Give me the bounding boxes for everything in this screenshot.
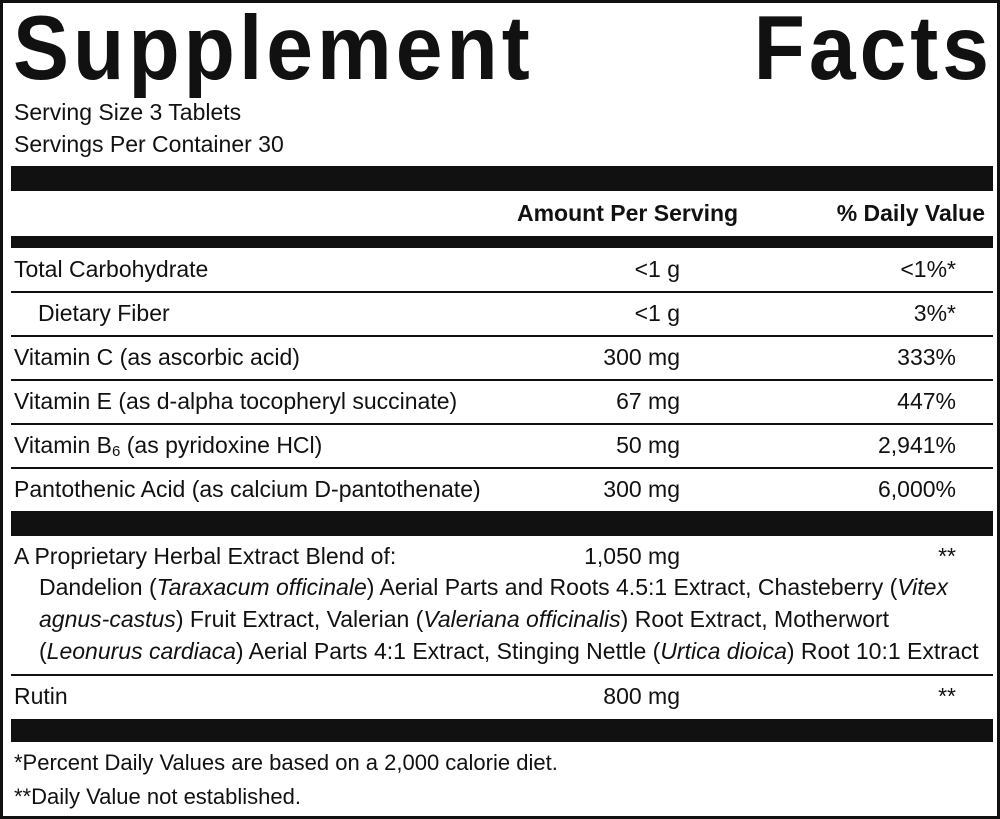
nutrient-name: Vitamin B6 (as pyridoxine HCl) [14, 425, 322, 465]
botanical-latin-name: Leonurus cardiaca [46, 638, 236, 664]
row-divider [11, 379, 993, 381]
nutrient-name: Dietary Fiber [38, 300, 170, 326]
nutrient-row: Total Carbohydrate <1 g <1%* [14, 249, 992, 289]
thick-divider [11, 166, 993, 191]
botanical-latin-name: Urtica dioica [660, 638, 787, 664]
nutrient-name: Total Carbohydrate [14, 256, 209, 282]
nutrient-amount: 800 mg [603, 683, 680, 709]
nutrient-amount: 67 mg [616, 388, 680, 414]
nutrient-daily-value: 333% [897, 344, 956, 370]
nutrient-daily-value: <1%* [900, 256, 956, 282]
blend-amount: 1,050 mg [584, 543, 680, 569]
nutrient-name: Vitamin C (as ascorbic acid) [14, 344, 300, 370]
ingredient-text: ) Root Extract, Motherwort ( [39, 606, 890, 664]
ingredient-text: Dandelion ( [39, 574, 157, 600]
serving-size: Serving Size 3 Tablets [14, 99, 242, 125]
nutrient-name-prefix: Vitamin B [14, 432, 113, 458]
ingredient-text: ) Aerial Parts and Roots 4.5:1 Extract, … [366, 574, 898, 600]
nutrient-amount: 50 mg [616, 432, 680, 458]
ingredient-text: ) Root 10:1 Extract [786, 638, 979, 664]
nutrient-amount: <1 g [634, 300, 680, 326]
nutrient-amount: 300 mg [603, 344, 680, 370]
blend-name: A Proprietary Herbal Extract Blend of: [14, 543, 397, 569]
nutrient-row: Pantothenic Acid (as calcium D-pantothen… [14, 469, 992, 509]
nutrient-daily-value: 447% [897, 388, 956, 414]
botanical-latin-name: Taraxacum officinale [156, 574, 367, 600]
footnote-daily-values: *Percent Daily Values are based on a 2,0… [14, 750, 558, 775]
medium-divider [11, 236, 993, 248]
nutrient-row: Dietary Fiber <1 g 3%* [14, 293, 992, 333]
nutrient-row: Vitamin C (as ascorbic acid) 300 mg 333% [14, 337, 992, 377]
nutrient-name-suffix: (as pyridoxine HCl) [120, 432, 323, 458]
botanical-latin-name: Valeriana officinalis [423, 606, 621, 632]
nutrient-daily-value: 3%* [913, 300, 956, 326]
nutrient-row: Rutin 800 mg ** [14, 676, 992, 716]
thick-divider [11, 511, 993, 536]
header-amount-per-serving: Amount Per Serving [517, 200, 739, 226]
row-divider [11, 674, 993, 676]
header-daily-value: % Daily Value [836, 200, 985, 226]
botanical-latin-name: Vitex agnus-castus [39, 574, 948, 632]
title-word-supplement: Supplement [13, 0, 534, 99]
row-divider [11, 335, 993, 337]
blend-daily-value: ** [938, 543, 956, 569]
nutrient-daily-value: 6,000% [877, 476, 956, 502]
nutrient-row: Vitamin B6 (as pyridoxine HCl) 50 mg 2,9… [14, 425, 992, 465]
nutrient-name: Rutin [14, 683, 68, 709]
nutrient-name: Vitamin E (as d-alpha tocopheryl succina… [14, 388, 458, 414]
nutrient-amount: <1 g [634, 256, 680, 282]
nutrient-name-subscript: 6 [112, 443, 121, 460]
nutrient-amount: 300 mg [603, 476, 680, 502]
title-word-facts: Facts [753, 0, 993, 99]
ingredient-text: ) Fruit Extract, Valerian ( [175, 606, 424, 632]
nutrient-daily-value: ** [938, 683, 956, 709]
thick-divider [11, 719, 993, 742]
nutrient-daily-value: 2,941% [877, 432, 956, 458]
blend-ingredients: Dandelion (Taraxacum officinale) Aerial … [39, 571, 994, 667]
footnote-not-established: **Daily Value not established. [14, 784, 301, 809]
nutrient-row: Vitamin E (as d-alpha tocopheryl succina… [14, 381, 992, 421]
row-divider [11, 423, 993, 425]
nutrient-name: Pantothenic Acid (as calcium D-pantothen… [14, 476, 481, 502]
servings-per-container: Servings Per Container 30 [14, 131, 284, 157]
ingredient-text: ) Aerial Parts 4:1 Extract, Stinging Net… [235, 638, 661, 664]
row-divider [11, 291, 993, 293]
row-divider [11, 467, 993, 469]
blend-row: A Proprietary Herbal Extract Blend of: 1… [14, 536, 992, 576]
label-title: Supplement Facts [13, 0, 993, 99]
